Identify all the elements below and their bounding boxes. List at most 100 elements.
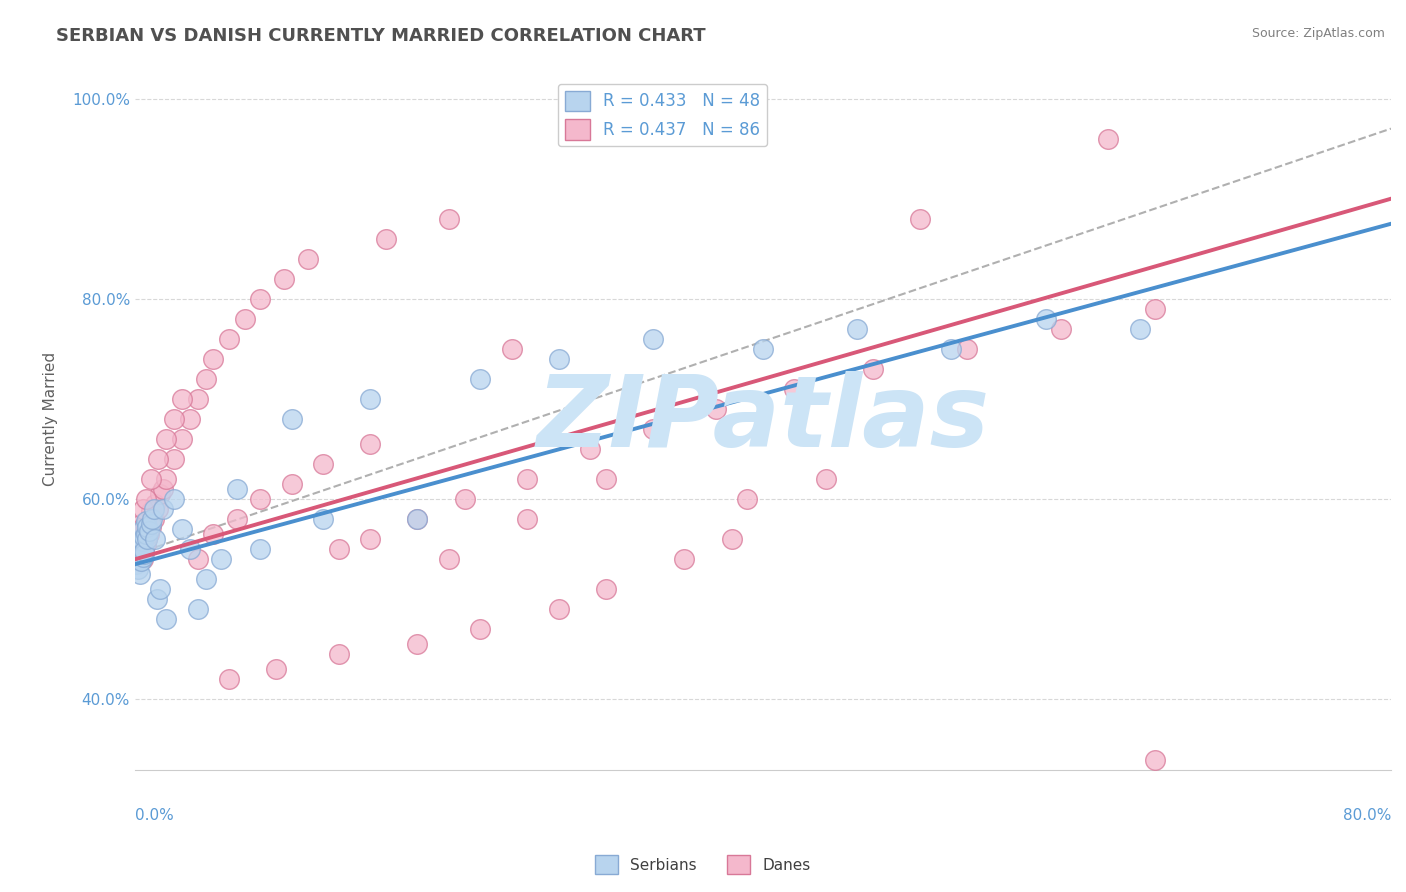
- Point: [132, 534, 155, 549]
- Point: [129, 554, 152, 568]
- Point: [209, 552, 232, 566]
- Text: SERBIAN VS DANISH CURRENTLY MARRIED CORRELATION CHART: SERBIAN VS DANISH CURRENTLY MARRIED CORR…: [56, 27, 706, 45]
- Point: [218, 673, 240, 687]
- Point: [163, 412, 186, 426]
- Point: [226, 512, 249, 526]
- Point: [579, 442, 602, 456]
- Text: Source: ZipAtlas.com: Source: ZipAtlas.com: [1251, 27, 1385, 40]
- Point: [136, 514, 159, 528]
- Point: [135, 522, 157, 536]
- Point: [187, 392, 209, 406]
- Point: [908, 211, 931, 226]
- Point: [1050, 322, 1073, 336]
- Point: [125, 558, 148, 572]
- Point: [138, 524, 160, 539]
- Point: [312, 457, 335, 471]
- Point: [437, 211, 460, 226]
- Point: [437, 552, 460, 566]
- Point: [704, 402, 727, 417]
- Point: [155, 612, 177, 626]
- Point: [862, 362, 884, 376]
- Point: [143, 533, 166, 547]
- Point: [406, 637, 429, 651]
- Point: [226, 482, 249, 496]
- Point: [641, 422, 664, 436]
- Point: [128, 524, 150, 539]
- Point: [129, 517, 152, 532]
- Point: [595, 582, 617, 597]
- Point: [135, 514, 157, 528]
- Point: [134, 547, 156, 561]
- Point: [139, 520, 162, 534]
- Point: [956, 342, 979, 356]
- Point: [547, 351, 569, 366]
- Point: [359, 392, 381, 406]
- Point: [202, 351, 225, 366]
- Point: [941, 342, 963, 356]
- Point: [136, 533, 159, 547]
- Point: [516, 472, 538, 486]
- Point: [179, 542, 201, 557]
- Legend: Serbians, Danes: Serbians, Danes: [589, 849, 817, 880]
- Point: [134, 544, 156, 558]
- Point: [139, 472, 162, 486]
- Point: [139, 517, 162, 532]
- Point: [249, 542, 271, 557]
- Text: 80.0%: 80.0%: [1343, 808, 1391, 823]
- Point: [128, 537, 150, 551]
- Point: [501, 342, 523, 356]
- Point: [1097, 131, 1119, 145]
- Point: [375, 232, 398, 246]
- Point: [138, 527, 160, 541]
- Point: [1129, 322, 1152, 336]
- Point: [547, 602, 569, 616]
- Point: [163, 492, 186, 507]
- Point: [129, 533, 152, 547]
- Point: [328, 542, 350, 557]
- Point: [155, 432, 177, 446]
- Point: [264, 662, 287, 676]
- Point: [297, 252, 319, 266]
- Text: ZIPatlas: ZIPatlas: [536, 370, 990, 467]
- Point: [249, 492, 271, 507]
- Point: [673, 552, 696, 566]
- Point: [641, 332, 664, 346]
- Point: [179, 412, 201, 426]
- Point: [127, 562, 149, 576]
- Point: [136, 520, 159, 534]
- Point: [328, 648, 350, 662]
- Point: [406, 512, 429, 526]
- Point: [149, 582, 172, 597]
- Point: [1144, 753, 1167, 767]
- Point: [152, 482, 174, 496]
- Point: [135, 527, 157, 541]
- Point: [359, 437, 381, 451]
- Point: [152, 502, 174, 516]
- Point: [134, 544, 156, 558]
- Point: [128, 552, 150, 566]
- Point: [146, 592, 169, 607]
- Point: [128, 554, 150, 568]
- Point: [129, 542, 152, 557]
- Point: [139, 504, 162, 518]
- Point: [127, 527, 149, 541]
- Point: [233, 312, 256, 326]
- Point: [129, 533, 152, 547]
- Point: [134, 530, 156, 544]
- Point: [783, 382, 806, 396]
- Point: [202, 527, 225, 541]
- Point: [1144, 301, 1167, 316]
- Point: [453, 492, 475, 507]
- Point: [218, 332, 240, 346]
- Point: [720, 533, 742, 547]
- Point: [273, 272, 295, 286]
- Point: [846, 322, 869, 336]
- Point: [142, 502, 165, 516]
- Point: [170, 392, 193, 406]
- Point: [132, 502, 155, 516]
- Point: [170, 432, 193, 446]
- Point: [194, 372, 217, 386]
- Point: [127, 542, 149, 557]
- Text: 0.0%: 0.0%: [135, 808, 173, 823]
- Point: [132, 534, 155, 549]
